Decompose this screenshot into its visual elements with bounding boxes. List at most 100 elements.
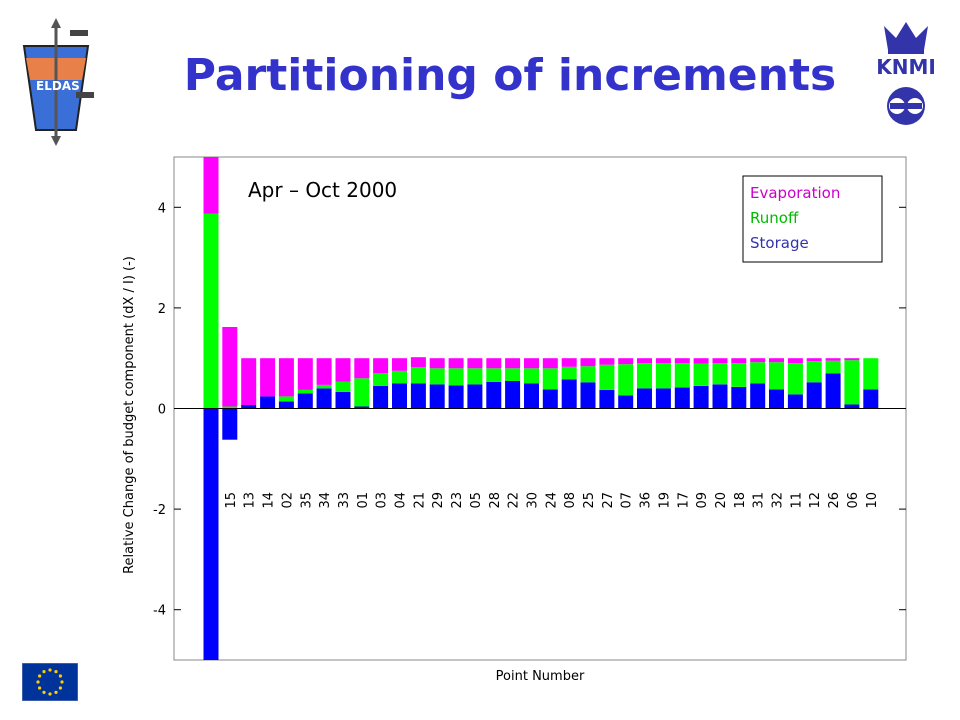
bar-runoff-07 <box>618 364 634 396</box>
bar-storage-26 <box>825 373 841 409</box>
bar-runoff-24 <box>542 368 558 390</box>
x-tick-label: 28 <box>488 492 503 509</box>
bar-runoff-21 <box>410 367 426 384</box>
bar-runoff-10 <box>863 358 879 390</box>
bar-evaporation-05 <box>467 358 483 369</box>
bar-evaporation-01 <box>354 358 370 379</box>
bar-storage-19 <box>655 388 671 409</box>
bar-runoff-28 <box>486 368 502 382</box>
bar-runoff-32 <box>769 362 784 390</box>
x-tick-label: 08 <box>563 492 578 509</box>
bar-evaporation-02 <box>278 358 294 397</box>
y-tick-label: 0 <box>158 403 166 418</box>
bar-evaporation-25 <box>580 358 596 367</box>
bar-storage-36 <box>637 388 652 409</box>
bar-evaporation-34 <box>316 358 332 385</box>
bar-storage-17 <box>674 387 690 409</box>
bar-evaporation-08 <box>561 358 577 367</box>
bar-runoff-34 <box>316 384 332 389</box>
bar-storage-31 <box>750 383 766 409</box>
bar-evaporation-03 <box>373 358 389 374</box>
x-tick-label: 32 <box>771 492 786 509</box>
eldas-logo-text: ELDAS <box>36 79 80 93</box>
bar-runoff-19 <box>655 363 671 389</box>
bar-storage-33 <box>335 391 351 409</box>
bar-evaporation-first <box>203 157 219 214</box>
bar-runoff-22 <box>505 368 521 381</box>
y-tick-label: -4 <box>153 604 166 619</box>
eu-star-icon <box>38 686 42 690</box>
bar-evaporation-17 <box>674 358 690 364</box>
bar-runoff-05 <box>467 368 483 385</box>
x-tick-label: 17 <box>676 492 691 509</box>
bar-evaporation-07 <box>618 358 634 365</box>
bar-storage-21 <box>410 383 426 409</box>
x-tick-label: 18 <box>733 492 748 509</box>
x-tick-label: 34 <box>318 492 333 509</box>
bar-storage-01 <box>354 406 370 409</box>
bar-storage-25 <box>580 382 596 409</box>
bar-runoff-30 <box>524 368 539 384</box>
bar-storage-23 <box>448 385 464 409</box>
legend-storage: Storage <box>750 234 809 252</box>
x-tick-label: 10 <box>865 492 880 509</box>
bar-storage-11 <box>787 394 803 409</box>
x-tick-label: 25 <box>582 492 597 509</box>
x-tick-label: 35 <box>299 492 314 509</box>
x-tick-label: 04 <box>394 492 409 509</box>
x-tick-label: 30 <box>525 492 540 509</box>
x-tick-label: 27 <box>601 492 616 509</box>
bar-storage-first <box>203 408 219 660</box>
bar-evaporation-31 <box>750 358 766 363</box>
x-tick-label: 02 <box>280 492 295 509</box>
x-tick-label: 12 <box>808 492 823 509</box>
bar-runoff-17 <box>674 363 690 388</box>
x-tick-label: 03 <box>375 492 390 509</box>
bar-runoff-02 <box>278 396 294 402</box>
bar-runoff-25 <box>580 366 596 383</box>
x-tick-label: 15 <box>224 492 239 509</box>
bar-evaporation-24 <box>542 358 558 369</box>
bar-storage-27 <box>599 389 615 409</box>
bar-runoff-09 <box>693 363 709 386</box>
bar-runoff-11 <box>787 363 803 395</box>
eu-star-icon <box>60 680 64 684</box>
x-tick-label: 11 <box>789 492 804 509</box>
y-axis-title: Relative Change of budget component (dX … <box>122 256 137 574</box>
bar-storage-09 <box>693 385 709 409</box>
x-tick-label: 31 <box>752 492 767 509</box>
knmi-logo: KNMI <box>876 22 936 125</box>
y-tick-label: -2 <box>153 503 166 518</box>
bar-runoff-01 <box>354 378 370 407</box>
eldas-logo: ELDAS <box>22 18 94 146</box>
legend-box <box>742 175 883 263</box>
x-axis-title: Point Number <box>496 669 585 684</box>
bar-evaporation-23 <box>448 358 464 369</box>
eu-star-icon <box>54 690 58 694</box>
bar-runoff-26 <box>825 360 841 374</box>
slide-title: Partitioning of increments <box>183 50 837 101</box>
bar-runoff-03 <box>373 373 389 386</box>
bar-runoff-08 <box>561 366 577 380</box>
bar-runoff-35 <box>297 389 313 394</box>
x-tick-label: 26 <box>827 492 842 509</box>
bar-storage-32 <box>769 389 784 409</box>
y-tick-label: 2 <box>158 302 166 317</box>
x-tick-label: 22 <box>507 492 522 509</box>
eu-star-icon <box>42 670 46 674</box>
bar-runoff-first <box>203 213 219 409</box>
knmi-logo-text: KNMI <box>876 55 936 79</box>
bar-runoff-36 <box>637 363 652 389</box>
bar-storage-14 <box>260 396 276 409</box>
x-tick-label: 24 <box>544 492 559 509</box>
x-tick-label: 05 <box>469 492 484 509</box>
bar-runoff-27 <box>599 364 615 390</box>
x-tick-label: 07 <box>620 492 635 509</box>
bar-runoff-18 <box>731 363 747 387</box>
bar-storage-28 <box>486 381 502 409</box>
bar-storage-04 <box>392 383 407 409</box>
bar-evaporation-12 <box>806 358 822 362</box>
bar-evaporation-30 <box>524 358 539 369</box>
bar-storage-22 <box>505 380 521 409</box>
